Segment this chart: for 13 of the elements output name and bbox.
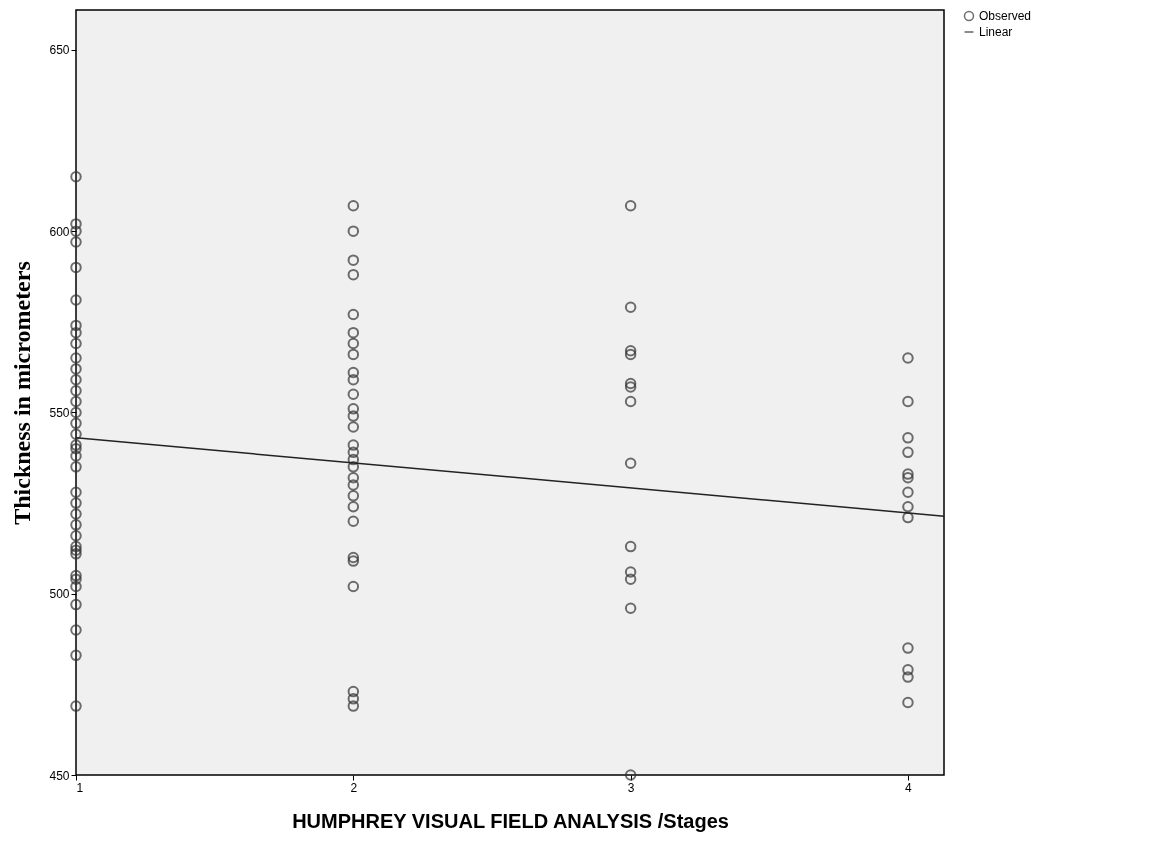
y-tick-label: 550	[49, 405, 70, 420]
y-axis-title: Thickness in micrometers	[9, 261, 36, 525]
x-tick-label: 2	[350, 780, 358, 795]
legend-label: Observed	[979, 9, 1032, 23]
legend-label: Linear	[979, 25, 1013, 39]
y-tick-label: 500	[49, 587, 70, 602]
x-tick-label: 3	[627, 780, 635, 795]
y-tick-label: 450	[49, 768, 70, 783]
x-tick-label: 4	[905, 780, 913, 795]
x-axis-title: HUMPHREY VISUAL FIELD ANALYSIS /Stages	[292, 809, 729, 832]
x-tick-label: 1	[76, 780, 84, 795]
y-tick-label: 600	[49, 224, 70, 239]
y-tick-label: 650	[49, 43, 70, 58]
